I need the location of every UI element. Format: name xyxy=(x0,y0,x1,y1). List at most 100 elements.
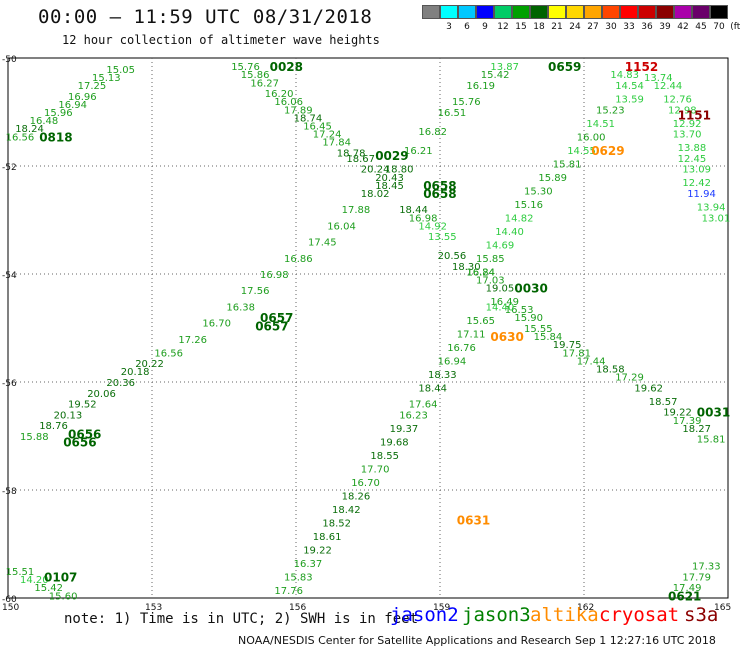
lat-tick-label: -60 xyxy=(2,595,17,605)
swh-label: 15.30 xyxy=(524,186,553,197)
swh-label: 20.06 xyxy=(87,389,116,400)
swh-label: 18.74 xyxy=(294,113,323,124)
swh-label: 15.76 xyxy=(452,97,481,108)
swh-label: 13.59 xyxy=(615,95,644,106)
colorbar-tick-label: 39 xyxy=(659,22,671,32)
swh-label: 15.85 xyxy=(476,254,505,265)
swh-label: 15.81 xyxy=(553,159,582,170)
colorbar-tick-label: 3 xyxy=(446,22,452,32)
colorbar-tick-label: 15 xyxy=(515,22,527,32)
swh-label: 16.56 xyxy=(154,348,183,359)
swh-label: 14.40 xyxy=(486,302,515,313)
swh-label: 15.81 xyxy=(697,435,726,446)
legend-s3a: s3a xyxy=(684,604,719,626)
swh-label: 14.55 xyxy=(567,146,596,157)
swh-label: 18.58 xyxy=(596,365,625,376)
swh-label: 16.48 xyxy=(30,116,59,127)
colorbar-swatch xyxy=(476,5,494,19)
colorbar-tick-label: 27 xyxy=(587,22,599,32)
pass-time-label: 0659 xyxy=(548,60,581,74)
lon-tick-label: 156 xyxy=(289,603,306,613)
swh-label: 16.98 xyxy=(260,270,289,281)
swh-label: 13.87 xyxy=(490,62,519,73)
pass-time-label: 0107 xyxy=(44,570,77,584)
swh-label: 17.88 xyxy=(342,205,371,216)
swh-label: 17.79 xyxy=(682,572,711,583)
swh-label: 14.92 xyxy=(418,221,447,232)
swh-label: 18.76 xyxy=(39,421,68,432)
swh-label: 15.51 xyxy=(6,567,35,578)
lat-tick-label: -58 xyxy=(2,487,17,497)
swh-label: 15.86 xyxy=(241,70,270,81)
colorbar-swatch xyxy=(584,5,602,19)
swh-label: 17.84 xyxy=(322,138,351,149)
colorbar-tick-label: 45 xyxy=(695,22,707,32)
swh-label: 15.83 xyxy=(284,572,313,583)
swh-label: 18.30 xyxy=(452,262,481,273)
colorbar-tick-label: 18 xyxy=(533,22,545,32)
pass-time-label: 0030 xyxy=(514,282,547,296)
swh-label: 14.20 xyxy=(20,575,49,586)
chart-subtitle: 12 hour collection of altimeter wave hei… xyxy=(62,33,380,47)
processed-timestamp: Sep 1 12:27:16 UTC 2018 xyxy=(575,634,716,647)
pass-time-label: 0658 xyxy=(423,179,456,193)
swh-label: 16.23 xyxy=(399,410,428,421)
swh-label: 13.94 xyxy=(697,203,726,214)
lat-tick-label: -52 xyxy=(2,163,17,173)
swh-label: 17.56 xyxy=(241,286,270,297)
swh-label: 17.64 xyxy=(409,400,438,411)
pass-time-label: 1152 xyxy=(625,60,658,74)
swh-label: 14.69 xyxy=(486,240,515,251)
swh-label: 18.61 xyxy=(313,532,342,543)
swh-label: 16.76 xyxy=(447,343,476,354)
colorbar-swatch xyxy=(566,5,584,19)
swh-label: 18.78 xyxy=(337,149,366,160)
colorbar-swatch xyxy=(638,5,656,19)
swh-label: 12.44 xyxy=(654,81,683,92)
swh-label: 15.55 xyxy=(524,324,553,335)
colorbar-swatch xyxy=(494,5,512,19)
colorbar-swatch xyxy=(440,5,458,19)
swh-label: 16.56 xyxy=(6,132,35,143)
swh-label: 15.13 xyxy=(92,73,121,84)
swh-label: 15.60 xyxy=(49,591,78,602)
swh-label: 19.62 xyxy=(634,383,663,394)
pass-time-label: 0630 xyxy=(490,330,523,344)
colorbar-unit: (ft) xyxy=(730,22,740,32)
colorbar-tick-label: 6 xyxy=(464,22,470,32)
legend-jason3: jason3 xyxy=(462,604,531,626)
swh-label: 16.06 xyxy=(274,97,303,108)
swh-label: 20.13 xyxy=(54,410,83,421)
swh-label: 13.70 xyxy=(673,130,702,141)
swh-label: 18.44 xyxy=(418,383,447,394)
swh-label: 18.24 xyxy=(15,124,44,135)
swh-label: 13.01 xyxy=(702,213,731,224)
colorbar-swatch xyxy=(602,5,620,19)
swh-label: 18.02 xyxy=(361,189,390,200)
legend-cryosat: cryosat xyxy=(599,604,680,626)
swh-label: 18.55 xyxy=(370,451,399,462)
colorbar-tick-label: 30 xyxy=(605,22,617,32)
pass-time-label: 0658 xyxy=(423,187,456,201)
swh-label: 16.96 xyxy=(68,92,97,103)
swh-label: 16.70 xyxy=(202,319,231,330)
colorbar-tick-label: 70 xyxy=(713,22,725,32)
swh-label: 15.23 xyxy=(596,105,625,116)
swh-label: 19.75 xyxy=(553,340,582,351)
lon-tick-label: 165 xyxy=(714,603,731,613)
swh-label: 20.56 xyxy=(438,251,467,262)
lat-tick-label: -56 xyxy=(2,379,17,389)
swh-label: 13.74 xyxy=(644,73,673,84)
swh-label: 16.38 xyxy=(226,302,255,313)
swh-label: 16.27 xyxy=(250,78,279,89)
swh-label: 16.82 xyxy=(418,127,447,138)
swh-label: 14.82 xyxy=(505,213,534,224)
swh-label: 18.27 xyxy=(682,424,711,435)
swh-label: 14.83 xyxy=(610,70,639,81)
swh-label: 17.26 xyxy=(178,335,207,346)
swh-label: 17.81 xyxy=(562,348,591,359)
swh-label: 16.94 xyxy=(58,100,87,111)
swh-label: 19.52 xyxy=(68,400,97,411)
colorbar-swatch xyxy=(512,5,530,19)
